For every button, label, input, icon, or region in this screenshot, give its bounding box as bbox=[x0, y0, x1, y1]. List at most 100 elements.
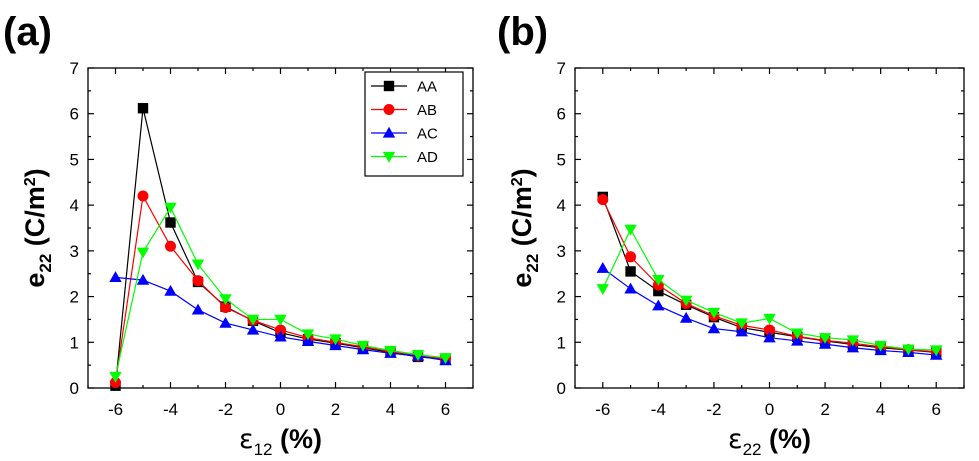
y-tick-label: 2 bbox=[70, 288, 79, 307]
legend-marker-ad bbox=[382, 151, 396, 163]
data-point-ab bbox=[192, 275, 204, 287]
data-point-ac bbox=[735, 325, 748, 337]
data-point-ad bbox=[735, 318, 748, 330]
y-tick-label: 3 bbox=[557, 242, 566, 261]
data-point-ac bbox=[219, 316, 232, 328]
x-tick-label: 2 bbox=[331, 400, 340, 419]
x-tick-label: 0 bbox=[765, 400, 774, 419]
x-tick-label: -6 bbox=[108, 400, 123, 419]
data-point-ad bbox=[274, 314, 287, 326]
data-point-ab bbox=[764, 324, 775, 336]
data-point-ac bbox=[846, 341, 860, 353]
data-point-aa bbox=[165, 217, 176, 228]
data-point-aa bbox=[625, 266, 636, 277]
data-point-ac bbox=[596, 262, 609, 273]
legend-label-ac: AC bbox=[417, 126, 438, 143]
data-point-ad bbox=[652, 275, 665, 286]
chart-panel-a: (a) -6 -4 -2 0 2 4 6 0 1 2 3 4 5 6 7 ε12 (%) e22 (C/m2) AA… bbox=[3, 10, 474, 459]
data-point-ad bbox=[164, 202, 177, 214]
data-point-ad bbox=[624, 224, 637, 236]
legend-marker-ab bbox=[383, 104, 395, 115]
data-point-ac bbox=[652, 299, 665, 311]
data-point-ac bbox=[274, 330, 287, 342]
series-ab bbox=[110, 190, 451, 389]
y-tick-label: 0 bbox=[557, 379, 566, 398]
data-point-ad bbox=[329, 334, 342, 346]
data-point-ad bbox=[874, 340, 887, 352]
data-point-ad bbox=[219, 294, 232, 306]
y-tick-label: 6 bbox=[557, 105, 566, 124]
x-axis-title: ε12 (%) bbox=[239, 424, 322, 459]
legend: AA AB AC AD bbox=[364, 71, 464, 177]
data-point-ac bbox=[191, 303, 205, 315]
y-tick-label: 7 bbox=[70, 59, 79, 78]
data-point-ad bbox=[411, 349, 425, 361]
data-point-ad bbox=[384, 345, 397, 357]
data-point-ad bbox=[301, 329, 315, 341]
legend-box bbox=[364, 71, 464, 177]
x-axis-title: ε22 (%) bbox=[728, 424, 811, 459]
y-tick-label: 3 bbox=[70, 242, 79, 261]
y-tick-label: 5 bbox=[557, 150, 566, 169]
data-point-ad bbox=[439, 353, 452, 365]
data-point-ad bbox=[791, 328, 804, 340]
data-point-ad bbox=[246, 314, 260, 326]
y-tick-label: 4 bbox=[70, 196, 79, 215]
data-point-ac bbox=[246, 323, 260, 335]
panel-label: (a) bbox=[3, 10, 52, 54]
x-tick-label: 6 bbox=[931, 400, 940, 419]
x-tick-label: -2 bbox=[218, 400, 233, 419]
y-tick-label: 2 bbox=[557, 288, 566, 307]
y-tick-label: 1 bbox=[557, 333, 566, 352]
data-point-ad bbox=[930, 345, 943, 357]
data-point-ac bbox=[136, 273, 150, 285]
data-point-ac bbox=[109, 271, 122, 283]
data-point-ab bbox=[275, 324, 286, 336]
y-tick-label: 6 bbox=[70, 105, 79, 124]
data-point-ab bbox=[597, 194, 609, 206]
data-point-ad bbox=[902, 344, 915, 356]
data-point-ad bbox=[818, 333, 832, 344]
data-point-ac bbox=[624, 282, 637, 294]
panel-label: (b) bbox=[497, 10, 548, 54]
data-point-ab bbox=[625, 251, 637, 263]
series-line-ad bbox=[114, 206, 446, 377]
data-point-ab bbox=[137, 190, 149, 202]
data-point-ac bbox=[707, 322, 721, 334]
x-tick-label: 4 bbox=[876, 400, 885, 419]
legend-label-ab: AB bbox=[417, 102, 437, 119]
series-ad bbox=[109, 202, 452, 383]
data-point-ac bbox=[164, 284, 177, 296]
data-point-ad bbox=[136, 247, 150, 259]
x-tick-label: 6 bbox=[441, 400, 450, 419]
y-tick-label: 0 bbox=[70, 379, 79, 398]
data-point-ad bbox=[707, 307, 721, 319]
data-point-aa bbox=[137, 103, 149, 114]
data-point-ad bbox=[763, 313, 776, 325]
data-point-aa bbox=[653, 285, 664, 297]
x-tick-label: 4 bbox=[386, 400, 395, 419]
data-point-ab bbox=[165, 240, 176, 252]
data-point-ad bbox=[846, 335, 860, 347]
data-point-ac bbox=[791, 334, 804, 346]
data-point-ac bbox=[679, 311, 693, 323]
legend-marker-aa bbox=[383, 80, 395, 92]
data-point-ac bbox=[763, 331, 776, 343]
x-tick-label: -6 bbox=[595, 400, 610, 419]
x-tick-label: -2 bbox=[706, 400, 721, 419]
y-axis-title: e22 (C/m2) bbox=[20, 168, 55, 287]
series-ac bbox=[596, 262, 943, 360]
y-tick-label: 7 bbox=[557, 59, 566, 78]
data-point-ac bbox=[301, 335, 315, 347]
x-tick-label: -4 bbox=[651, 400, 666, 419]
data-point-ad bbox=[356, 340, 370, 352]
y-tick-label: 5 bbox=[70, 150, 79, 169]
x-tick-label: -4 bbox=[163, 400, 178, 419]
legend-label-aa: AA bbox=[417, 79, 437, 96]
chart-panel-b: (b) -6 -4 -2 0 2 4 6 0 1 2 3 4 5 6 7 ε22 (%) e22 (C/m2) bbox=[497, 10, 965, 459]
y-axis-title: e22 (C/m2) bbox=[507, 168, 542, 287]
y-tick-label: 4 bbox=[557, 196, 566, 215]
legend-label-ad: AD bbox=[417, 149, 438, 166]
data-point-ad bbox=[109, 371, 122, 383]
